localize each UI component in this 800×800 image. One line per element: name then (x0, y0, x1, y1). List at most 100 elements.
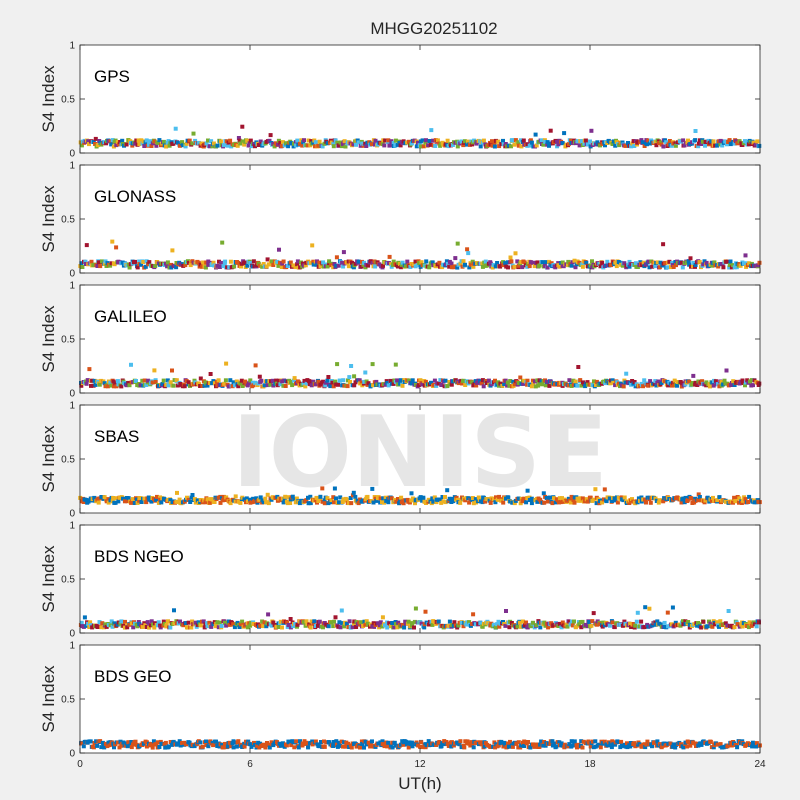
axes-background (80, 645, 760, 753)
data-point (93, 382, 98, 387)
data-point (334, 263, 339, 268)
data-point (641, 384, 646, 389)
data-point (371, 383, 376, 388)
data-point (716, 264, 721, 269)
data-point (569, 494, 574, 499)
data-point (671, 742, 676, 747)
data-point (334, 255, 339, 260)
data-point (708, 384, 712, 389)
data-point (533, 132, 538, 137)
data-point (200, 744, 205, 749)
axes-background (80, 285, 760, 393)
data-point (613, 498, 618, 503)
data-point (293, 265, 298, 270)
data-point (184, 141, 189, 146)
data-point (356, 259, 361, 264)
data-point (278, 619, 283, 624)
data-point (555, 139, 560, 144)
y-tick-label: 1 (69, 41, 75, 52)
data-point (113, 500, 118, 505)
data-point (226, 384, 231, 389)
data-point (116, 740, 120, 745)
data-point (598, 143, 603, 148)
data-point (351, 490, 356, 495)
data-point (548, 741, 553, 746)
data-point (490, 143, 495, 148)
data-point (346, 501, 351, 506)
data-point (238, 141, 243, 146)
data-point (152, 139, 157, 144)
data-point (138, 383, 143, 388)
data-point (569, 384, 574, 388)
data-point (144, 259, 149, 264)
data-point (480, 500, 485, 505)
data-point (509, 144, 513, 149)
data-point (278, 141, 283, 145)
data-point (683, 495, 688, 500)
data-point (306, 495, 310, 500)
data-point (419, 144, 424, 149)
data-point (133, 141, 138, 146)
data-point (195, 498, 200, 503)
data-point (731, 379, 736, 384)
data-point (754, 741, 759, 746)
data-point (588, 744, 593, 749)
data-point (349, 501, 354, 506)
data-point (112, 384, 116, 389)
data-point (233, 383, 237, 388)
data-point (613, 143, 618, 148)
x-tick-label: 18 (584, 759, 596, 770)
data-point (274, 378, 279, 383)
data-point (240, 495, 245, 500)
data-point (443, 495, 447, 499)
data-point (646, 138, 651, 143)
data-point (754, 624, 759, 629)
data-point (102, 381, 107, 386)
data-point (542, 500, 547, 505)
data-point (476, 495, 481, 500)
data-point (221, 264, 226, 269)
data-point (308, 501, 313, 506)
data-point (724, 142, 729, 147)
data-point (420, 745, 425, 750)
data-point (361, 624, 366, 628)
data-point (260, 264, 265, 269)
data-point (233, 499, 238, 504)
data-point (269, 623, 274, 628)
data-point (378, 740, 383, 745)
data-point (97, 620, 102, 625)
data-point (535, 742, 539, 747)
data-point (245, 625, 250, 630)
data-point (575, 383, 580, 388)
data-point (184, 497, 188, 502)
data-point (480, 378, 485, 383)
data-point (140, 378, 145, 383)
data-point (478, 621, 483, 626)
data-point (547, 383, 552, 388)
data-point (624, 143, 629, 148)
data-point (499, 142, 504, 147)
data-point (445, 384, 450, 388)
data-point (108, 139, 113, 144)
data-point (165, 260, 170, 265)
data-point (565, 624, 570, 629)
data-point (667, 139, 672, 143)
data-point (431, 138, 436, 143)
data-point (322, 141, 327, 146)
data-point (566, 259, 571, 264)
data-point (447, 380, 452, 384)
data-point (580, 745, 585, 750)
data-point (80, 741, 85, 746)
data-point (583, 138, 588, 143)
data-point (645, 142, 649, 147)
data-point (203, 500, 208, 505)
data-point (312, 619, 317, 624)
data-point (356, 501, 361, 506)
data-point (726, 609, 731, 613)
data-point (367, 140, 372, 145)
data-point (705, 495, 710, 500)
data-point (334, 742, 339, 747)
data-point (253, 144, 257, 149)
data-point (223, 378, 228, 383)
